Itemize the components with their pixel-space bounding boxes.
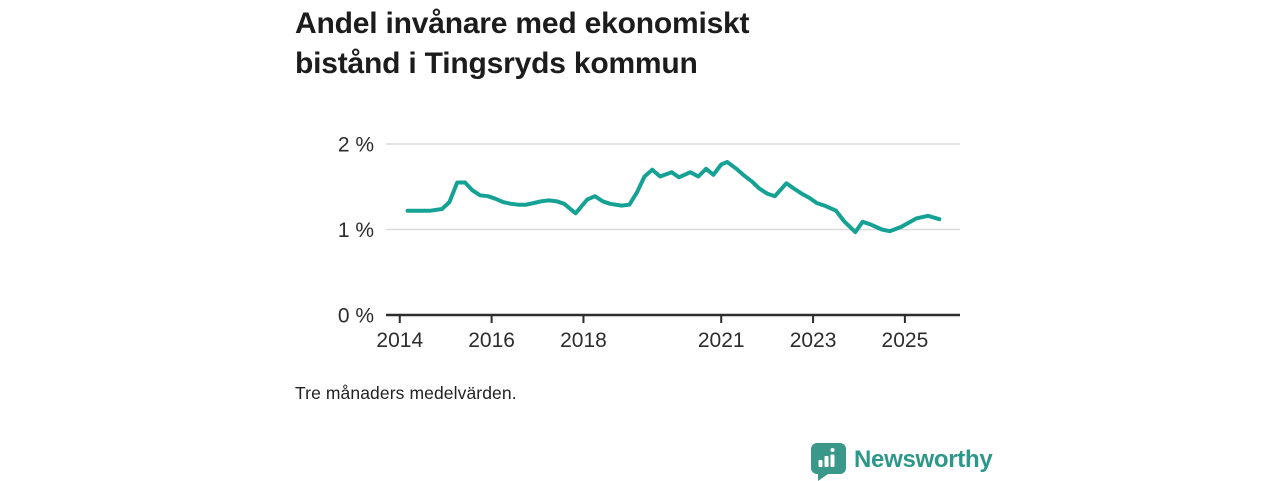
data-line-series [405,160,942,235]
bar-chart-speech-bubble-icon [811,443,846,481]
x-axis-tick-label: 2016 [468,329,515,352]
newsworthy-logo: Newsworthy [811,443,993,481]
chart-footnote: Tre månaders medelvärden. [295,383,517,403]
chart-title-line-1: Andel invånare med ekonomiskt [295,7,750,40]
chart-title: Andel invånare med ekonomiskt bistånd i … [295,4,935,84]
y-axis-tick-label: 0 % [338,305,374,328]
y-axis-tick-label: 2 % [338,134,374,157]
x-axis-tick-label: 2023 [790,329,837,352]
chart-title-line-2: bistånd i Tingsryds kommun [295,47,698,80]
newsworthy-wordmark: Newsworthy [854,446,993,473]
x-axis-tick-label: 2018 [560,329,607,352]
y-axis-tick-label: 1 % [338,219,374,242]
x-axis-tick-label: 2014 [376,329,423,352]
x-axis-tick-label: 2025 [882,329,929,352]
x-axis-tick-label: 2021 [698,329,745,352]
